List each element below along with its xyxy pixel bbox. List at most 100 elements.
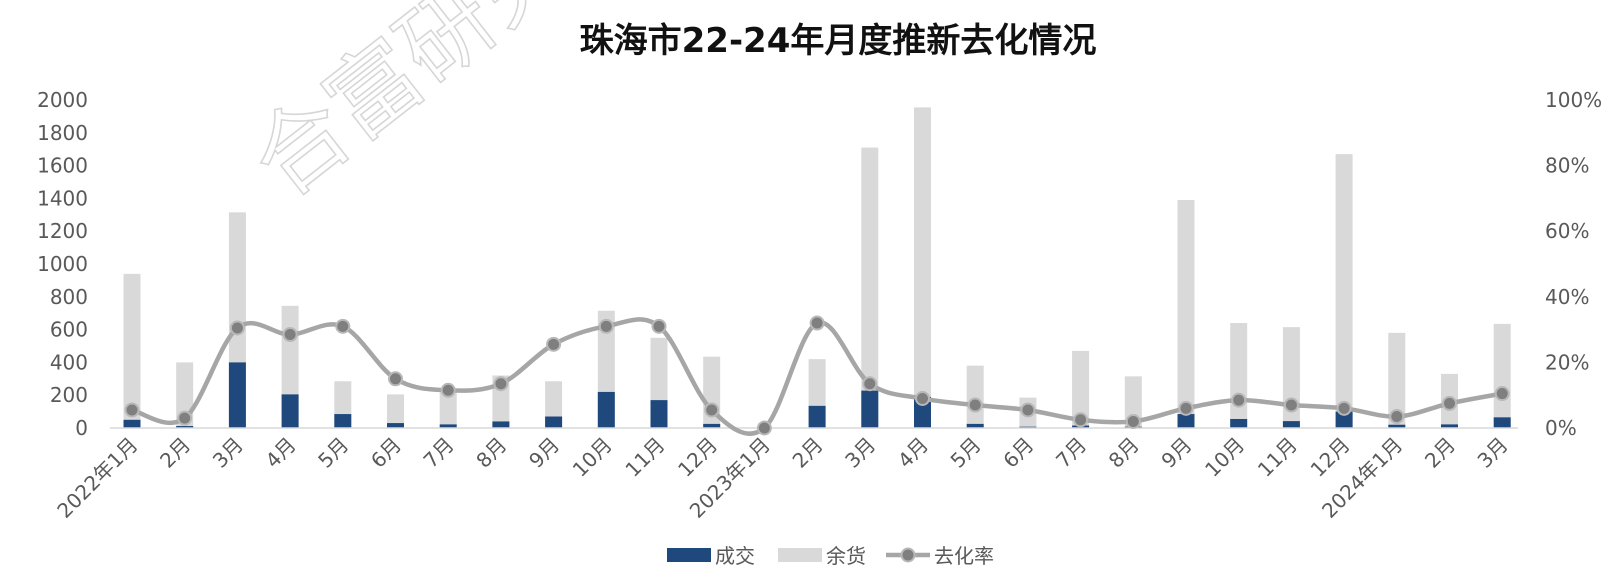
y-left-tick-label: 400 [50, 350, 88, 374]
legend-swatch-deal [667, 548, 711, 562]
bar-stock [1177, 200, 1195, 428]
bar-deal [281, 394, 299, 428]
x-tick-label: 9月 [1156, 433, 1196, 473]
x-tick-label: 3月 [840, 433, 880, 473]
x-tick-label: 6月 [366, 433, 406, 473]
bar-stock [1072, 350, 1090, 428]
bar-stock [861, 147, 879, 428]
bar-deal [1493, 417, 1511, 428]
legend-label-stock: 余货 [826, 544, 866, 568]
rate-point [915, 390, 930, 406]
bar-deal [492, 421, 510, 428]
x-tick-label: 5月 [313, 433, 353, 473]
y-left-tick-label: 1400 [37, 186, 88, 210]
y-left-tick-label: 600 [50, 318, 88, 342]
legend-swatch-stock [778, 548, 822, 562]
y-left-tick-label: 200 [50, 383, 88, 407]
x-tick-label: 10月 [568, 433, 617, 482]
bar-stock [1335, 154, 1353, 428]
bar-deal [966, 423, 984, 428]
rate-point [1494, 386, 1510, 402]
x-tick-label: 11月 [1253, 433, 1302, 482]
x-tick-label: 6月 [998, 433, 1038, 473]
rate-point [229, 320, 245, 336]
bar-stock [123, 273, 141, 428]
bar-deal [545, 416, 563, 428]
rate-point [440, 382, 456, 398]
bar-stock [1124, 376, 1142, 428]
rate-point [1020, 402, 1036, 418]
bar-deal [861, 390, 879, 428]
rate-point [177, 410, 193, 426]
rate-point [1178, 400, 1194, 416]
y-right-tick-label: 60% [1545, 219, 1589, 243]
rate-point [1336, 400, 1352, 416]
rate-line [124, 315, 1510, 436]
x-tick-label: 2月 [788, 433, 828, 473]
x-tick-label: 11月 [620, 433, 669, 482]
bar-stock [1493, 323, 1511, 428]
rate-point [651, 318, 667, 334]
rate-point [967, 397, 983, 413]
bar-deal [123, 419, 141, 428]
x-tick-label: 8月 [471, 433, 511, 473]
y-right-tick-label: 100% [1545, 88, 1602, 112]
rate-point [546, 336, 562, 352]
rate-point [756, 420, 772, 436]
x-tick-label: 2月 [1420, 433, 1460, 473]
x-tick-label: 7月 [419, 433, 459, 473]
rate-point [809, 315, 825, 331]
x-tick-label: 3月 [208, 433, 248, 473]
y-left-tick-label: 0 [75, 416, 88, 440]
right-axis: 0% 20% 40% 60% 80% 100% [1545, 88, 1602, 440]
y-right-tick-label: 0% [1545, 416, 1577, 440]
y-left-tick-label: 1800 [37, 121, 88, 145]
x-tick-label: 7月 [1051, 433, 1091, 473]
bar-deal [808, 405, 826, 428]
rate-point [493, 376, 509, 392]
rate-point [1125, 413, 1141, 429]
y-left-tick-label: 1200 [37, 219, 88, 243]
y-left-tick-label: 800 [50, 285, 88, 309]
legend-label-rate: 去化率 [934, 544, 994, 568]
rate-point [1442, 395, 1457, 411]
bar-stock [966, 365, 984, 428]
rate-point [1283, 397, 1299, 413]
legend-swatch-rate-point [900, 547, 916, 563]
bar-deal [176, 426, 194, 428]
bar-deal [1177, 414, 1195, 428]
y-left-tick-label: 2000 [37, 88, 88, 112]
x-tick-label: 2月 [155, 433, 195, 473]
x-tick-label: 5月 [946, 433, 986, 473]
bar-deal [650, 400, 668, 428]
bar-deal [597, 391, 615, 428]
rate-point [124, 402, 140, 418]
chart-title: 珠海市22-24年月度推新去化情况 [580, 21, 1097, 61]
watermark-text: 合富研究 [233, 0, 589, 217]
y-right-tick-label: 20% [1545, 350, 1589, 374]
x-tick-label: 9月 [524, 433, 564, 473]
x-tick-label: 4月 [893, 433, 933, 473]
bar-deal [387, 423, 404, 428]
bar-stock [1282, 327, 1300, 428]
bar-stock [1388, 332, 1406, 428]
legend-label-deal: 成交 [715, 544, 755, 568]
bar-stock [1230, 323, 1248, 428]
y-right-tick-label: 40% [1545, 285, 1589, 309]
x-tick-label: 3月 [1473, 433, 1513, 473]
bar-deal [1335, 411, 1353, 428]
bars [123, 107, 1511, 428]
bar-stock [914, 107, 931, 428]
rate-point [282, 327, 298, 343]
x-tick-label: 2022年1月 [52, 433, 142, 523]
bar-deal [334, 414, 352, 428]
left-axis: 0 200 400 600 800 1000 1200 1400 1600 1800 2000 [37, 88, 88, 440]
bar-stock [545, 381, 563, 428]
rate-point [1389, 409, 1405, 425]
y-left-tick-label: 1000 [37, 252, 88, 276]
bar-stock [387, 394, 404, 428]
rate-point [862, 376, 878, 392]
bar-deal [228, 362, 246, 428]
